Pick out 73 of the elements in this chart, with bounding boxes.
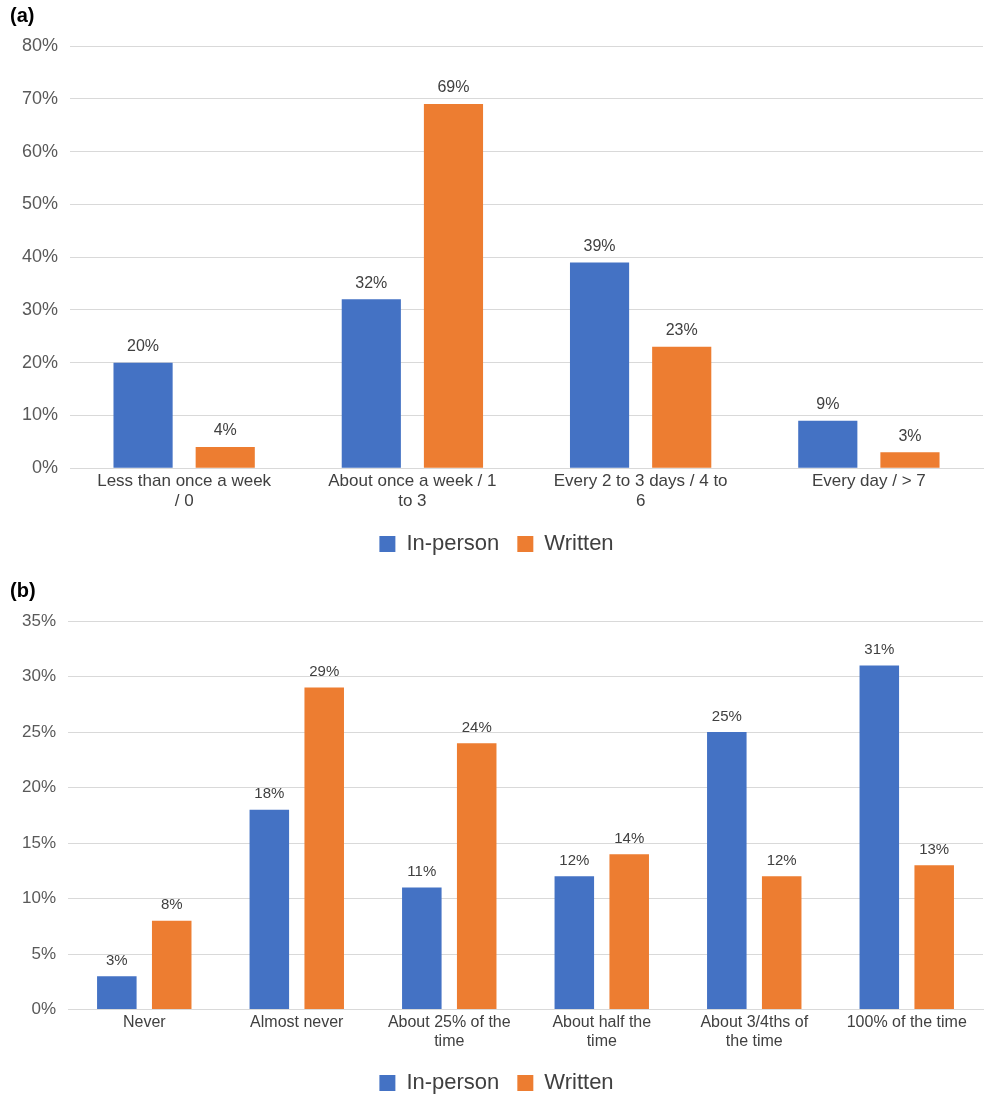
data-label: 3% (898, 426, 922, 444)
bar (914, 865, 954, 1010)
data-label: 3% (105, 950, 128, 968)
y-tick-label: 50% (22, 193, 59, 214)
bar (97, 976, 137, 1010)
y-tick-label: 20% (22, 351, 59, 372)
x-tick-label: Every day / > 7 (811, 471, 926, 491)
bar (609, 854, 649, 1010)
data-label: 32% (355, 273, 388, 291)
data-label: 12% (766, 851, 797, 869)
data-label: 9% (816, 395, 840, 413)
data-label: 25% (711, 706, 742, 724)
bar (304, 687, 344, 1010)
y-tick-label: 35% (21, 610, 57, 630)
y-tick-label: 10% (22, 404, 59, 425)
y-tick-label: 70% (22, 87, 59, 108)
bar (249, 809, 290, 1010)
bar (880, 452, 940, 468)
x-tick-label: 100% of the time (846, 1012, 967, 1030)
y-tick-label: 25% (21, 721, 57, 741)
bar (554, 876, 595, 1010)
x-tick-label: Less than once a week / 0 (97, 471, 272, 511)
bar (761, 876, 802, 1010)
x-tick-label: Every 2 to 3 days / 4 to 6 (553, 471, 728, 511)
y-tick-label: 0% (32, 457, 59, 478)
y-tick-label: 80% (22, 34, 59, 55)
chart-title: (a) (10, 3, 35, 26)
y-tick-label: 30% (21, 666, 57, 686)
data-label: 4% (213, 421, 237, 439)
data-label: 8% (160, 895, 183, 913)
data-label: 14% (614, 828, 645, 846)
data-label: 69% (437, 78, 470, 96)
data-label: 31% (864, 640, 895, 658)
bar (402, 887, 442, 1010)
y-tick-label: 15% (21, 832, 57, 852)
x-tick-label: About once a week / 1 to 3 (328, 471, 497, 511)
data-label: 23% (665, 321, 698, 339)
data-label: 11% (407, 862, 437, 880)
x-tick-label: Almost never (250, 1012, 345, 1030)
data-label: 39% (583, 236, 616, 254)
data-label: 29% (309, 662, 340, 680)
y-tick-label: 20% (21, 777, 57, 797)
bar (341, 299, 401, 468)
bar (113, 362, 173, 468)
legend-label: In-person (406, 530, 500, 556)
y-tick-label: 10% (21, 888, 57, 908)
data-label: 13% (919, 839, 950, 857)
bar (707, 732, 747, 1010)
legend-label: In-person (406, 1069, 500, 1095)
bar (798, 420, 858, 468)
bar (652, 346, 712, 468)
x-tick-label: About 25% of the time (387, 1012, 511, 1049)
x-tick-label: About 3/4ths of the time (700, 1012, 809, 1049)
x-tick-label: Never (122, 1012, 167, 1030)
chart-title: (b) (10, 578, 36, 601)
y-tick-label: 60% (22, 140, 59, 161)
bar (151, 920, 192, 1010)
bar (859, 665, 900, 1010)
bar (456, 743, 497, 1010)
legend-label: Written (544, 1069, 614, 1095)
y-tick-label: 5% (31, 943, 57, 963)
y-tick-label: 0% (31, 999, 57, 1019)
data-label: 18% (254, 784, 285, 802)
bar (569, 262, 630, 468)
data-label: 12% (559, 851, 590, 869)
x-tick-label: About half the time (552, 1012, 652, 1049)
data-label: 24% (461, 717, 492, 735)
legend-label: Written (544, 530, 614, 556)
data-label: 20% (127, 337, 160, 355)
y-tick-label: 30% (22, 298, 59, 319)
bar (423, 104, 484, 468)
bar (195, 447, 255, 468)
y-tick-label: 40% (22, 246, 59, 267)
